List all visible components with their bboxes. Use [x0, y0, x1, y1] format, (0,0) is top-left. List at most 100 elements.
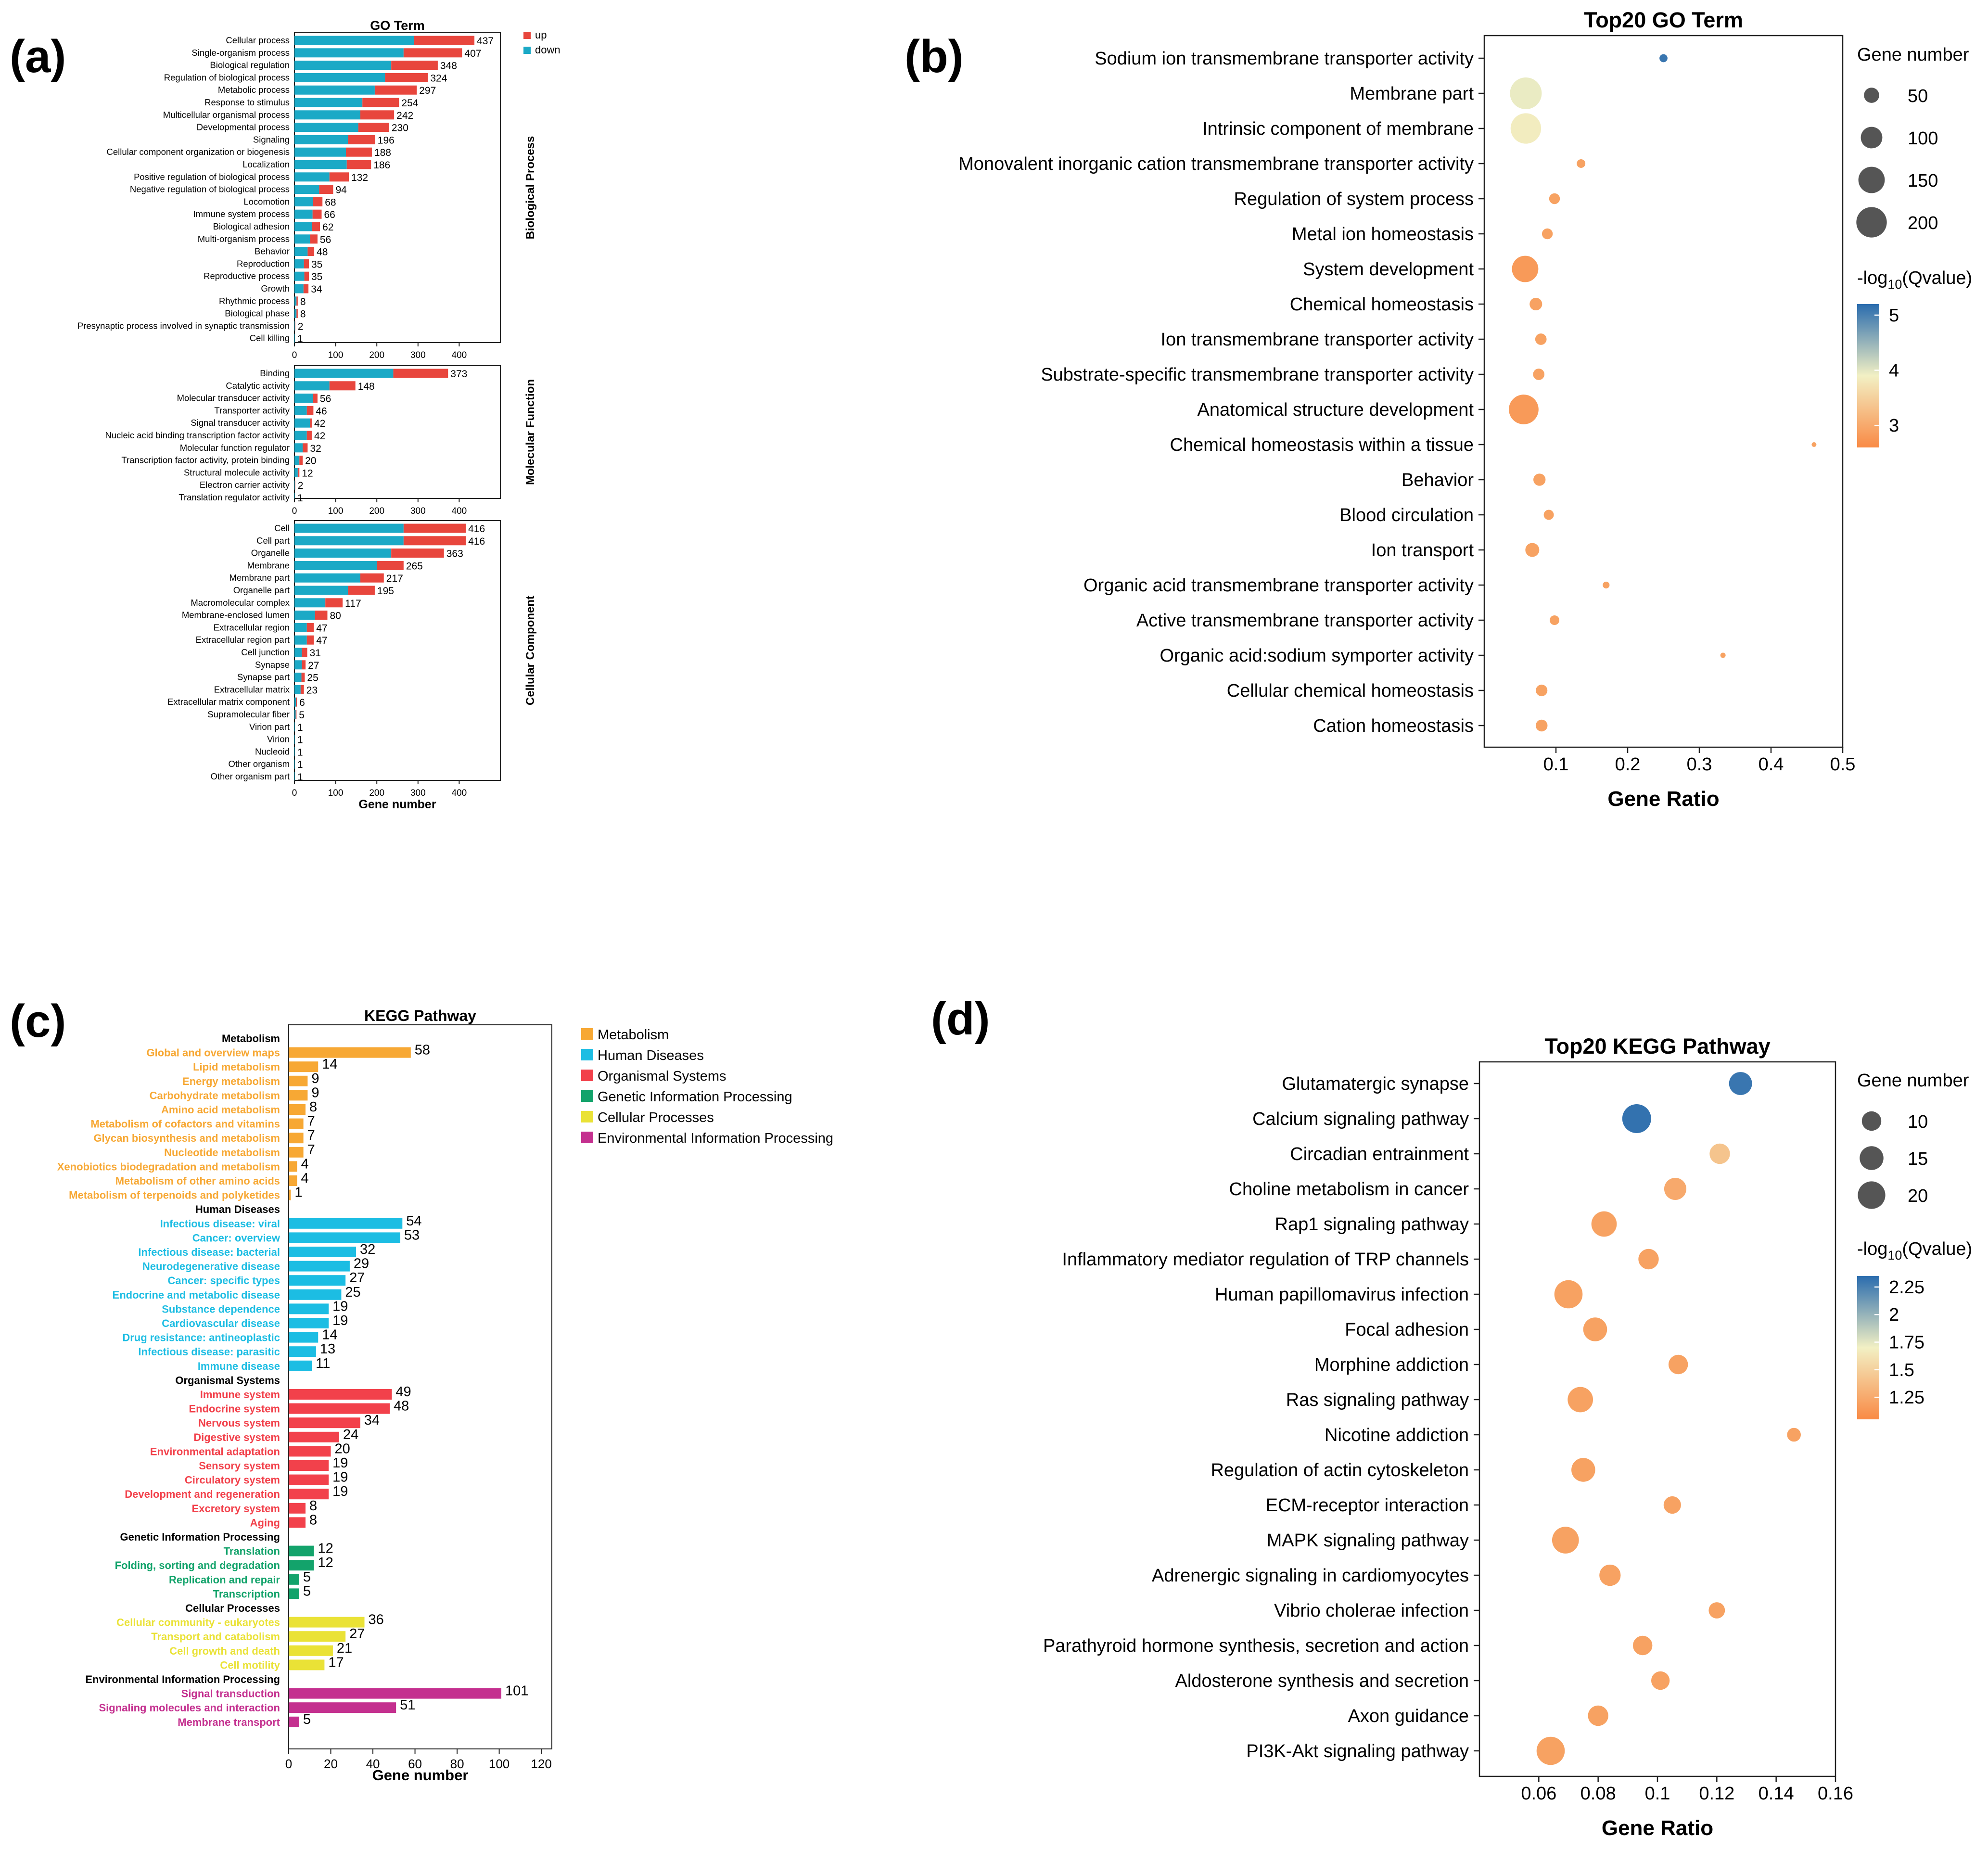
bar-up — [403, 48, 462, 58]
pathway-label: Circulatory system — [185, 1474, 280, 1486]
dot-organic-acid-transmembrane-transporter-activity — [1603, 581, 1610, 589]
bar-value-label: 12 — [302, 468, 313, 479]
category-label: Growth — [261, 283, 290, 293]
x-tick-label: 0 — [285, 1757, 292, 1771]
size-legend-label: 20 — [1908, 1186, 1928, 1206]
bar-down — [294, 135, 348, 144]
bar-up — [414, 36, 475, 45]
size-legend-dot — [1856, 207, 1887, 238]
bar-up — [302, 660, 306, 670]
bar-development-and-regeneration — [289, 1489, 329, 1500]
bar-value-label: 1 — [294, 1185, 302, 1200]
bar-down — [294, 172, 330, 182]
group-heading-environmental-information-processing: Environmental Information Processing — [85, 1673, 280, 1685]
bar-value-label: 13 — [320, 1341, 335, 1357]
bar-down — [294, 548, 392, 558]
bar-value-label: 19 — [332, 1299, 348, 1314]
bar-value-label: 14 — [322, 1327, 337, 1343]
bar-down — [294, 197, 313, 206]
dot-vibrio-cholerae-infection — [1708, 1602, 1725, 1619]
bar-value-label: 1 — [297, 493, 303, 504]
bar-value-label: 8 — [300, 309, 306, 320]
bar-up — [306, 431, 312, 440]
bar-value-label: 66 — [324, 209, 335, 220]
term-label-active-transmembrane-transporter-activity: Active transmembrane transporter activit… — [1136, 611, 1474, 631]
x-tick-label: 0.4 — [1759, 754, 1784, 775]
bar-value-label: 94 — [335, 185, 347, 196]
x-axis-label: Gene number — [358, 798, 436, 811]
top20-go-term-dot-plot: Top20 GO Term Sodium ion transmembrane tr… — [958, 8, 1972, 811]
bar-value-label: 54 — [406, 1213, 421, 1229]
legend-swatch-cellular-processes — [581, 1111, 593, 1122]
bar-value-label: 195 — [377, 586, 394, 597]
term-label-pi3k-akt-signaling-pathway: PI3K-Akt signaling pathway — [1246, 1741, 1469, 1761]
bar-metabolism-of-terpenoids-and-polyketides — [289, 1189, 291, 1200]
bar-down — [294, 160, 347, 169]
dot-ras-signaling-pathway — [1567, 1387, 1593, 1413]
term-label-regulation-of-actin-cytoskeleton: Regulation of actin cytoskeleton — [1211, 1460, 1469, 1480]
bar-down — [294, 493, 295, 502]
term-label-human-papillomavirus-infection: Human papillomavirus infection — [1215, 1285, 1469, 1305]
pathway-label: Infectious disease: bacterial — [138, 1246, 280, 1258]
dot-human-papillomavirus-infection — [1554, 1280, 1583, 1309]
bar-up — [391, 548, 444, 558]
bar-value-label: 196 — [378, 135, 395, 146]
bar-value-label: 407 — [464, 48, 481, 59]
size-legend-dot — [1860, 1146, 1884, 1170]
pathway-label: Immune system — [200, 1389, 280, 1401]
facet-label-biological-process: Biological Process — [524, 136, 537, 240]
bar-value-label: 186 — [373, 160, 390, 171]
category-label: Presynaptic process involved in synaptic… — [77, 320, 290, 331]
category-label: Membrane part — [229, 573, 290, 583]
bar-down — [294, 561, 377, 570]
pathway-label: Metabolism of other amino acids — [115, 1175, 280, 1187]
bar-value-label: 46 — [316, 406, 327, 417]
term-label-nicotine-addiction: Nicotine addiction — [1325, 1425, 1469, 1445]
category-label: Transporter activity — [214, 405, 290, 415]
top20-kegg-pathway-dot-plot: Top20 KEGG Pathway Glutamatergic synapse C… — [1043, 1034, 1972, 1840]
bar-up — [301, 673, 305, 682]
bar-value-label: 242 — [396, 110, 413, 121]
bar-up — [307, 247, 315, 256]
category-label: Nucleic acid binding transcription facto… — [105, 430, 290, 440]
dot-membrane-part — [1510, 77, 1542, 109]
term-label-intrinsic-component-of-membrane: Intrinsic component of membrane — [1202, 119, 1474, 139]
bar-up — [374, 85, 417, 95]
dot-rap1-signaling-pathway — [1591, 1211, 1617, 1237]
bar-down — [294, 623, 307, 632]
bar-value-label: 20 — [335, 1441, 350, 1456]
bar-circulatory-system — [289, 1474, 329, 1485]
go-term-title: GO Term — [370, 18, 425, 33]
bar-up — [296, 309, 298, 319]
size-legend-dot — [1858, 1181, 1886, 1209]
x-tick-label: 0.14 — [1759, 1784, 1794, 1804]
dot-behavior — [1533, 473, 1546, 486]
bar-global-and-overview-maps — [289, 1047, 411, 1058]
bar-up — [295, 710, 297, 719]
pathway-label: Cancer: specific types — [167, 1275, 280, 1287]
bar-up — [299, 456, 303, 465]
dot-cellular-chemical-homeostasis — [1536, 684, 1548, 697]
bar-value-label: 23 — [306, 685, 318, 696]
bar-endocrine-and-metabolic-disease — [289, 1289, 342, 1300]
x-tick-label: 100 — [328, 350, 344, 360]
panel-labels: (a) (b) (c) (d) — [10, 31, 990, 1047]
bar-value-label: 29 — [354, 1256, 369, 1272]
term-label-cellular-chemical-homeostasis: Cellular chemical homeostasis — [1227, 681, 1474, 701]
term-label-rap1-signaling-pathway: Rap1 signaling pathway — [1275, 1214, 1469, 1235]
bar-nucleotide-metabolism — [289, 1147, 304, 1158]
bar-down — [294, 710, 296, 719]
category-label: Supramolecular fiber — [207, 709, 290, 719]
bar-value-label: 20 — [305, 456, 316, 467]
legend-swatch-up — [523, 32, 531, 39]
pathway-label: Signal transduction — [181, 1688, 280, 1700]
bar-value-label: 5 — [303, 1583, 311, 1599]
pathway-label: Cardiovascular disease — [162, 1317, 280, 1329]
bar-value-label: 2 — [298, 321, 304, 332]
dot-ecm-receptor-interaction — [1663, 1496, 1681, 1514]
x-tick-label: 120 — [531, 1757, 551, 1771]
bar-up — [313, 197, 323, 206]
bar-value-label: 68 — [325, 197, 336, 208]
bar-value-label: 12 — [318, 1541, 333, 1556]
bar-digestive-system — [289, 1431, 340, 1442]
